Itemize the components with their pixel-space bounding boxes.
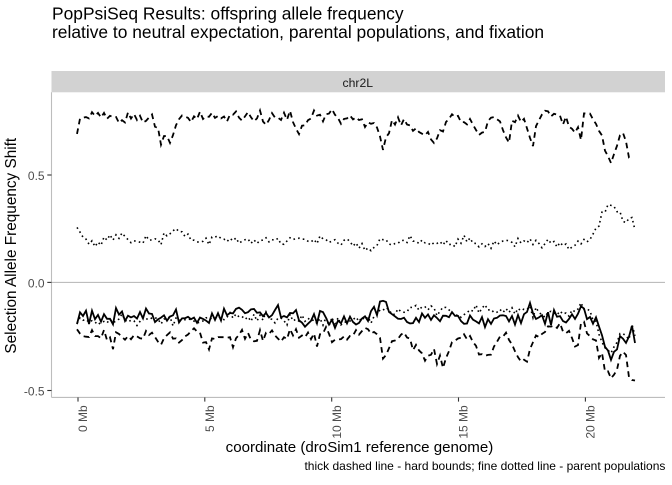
svg-text:20 Mb: 20 Mb <box>584 405 598 439</box>
svg-text:coordinate (droSim1 reference: coordinate (droSim1 reference genome) <box>226 439 494 456</box>
svg-text:5 Mb: 5 Mb <box>203 405 217 432</box>
svg-text:0 Mb: 0 Mb <box>76 405 90 432</box>
svg-text:thick dashed line - hard bound: thick dashed line - hard bounds; fine do… <box>304 459 665 473</box>
svg-text:-0.5: -0.5 <box>24 384 45 398</box>
svg-text:relative to neutral expectatio: relative to neutral expectation, parenta… <box>52 22 544 42</box>
svg-text:10 Mb: 10 Mb <box>330 405 344 439</box>
svg-text:0.0: 0.0 <box>28 276 45 290</box>
svg-text:chr2L: chr2L <box>343 76 374 90</box>
svg-text:0.5: 0.5 <box>28 169 45 183</box>
svg-text:Selection Allele Frequency Shi: Selection Allele Frequency Shift <box>3 137 20 354</box>
svg-text:PopPsiSeq Results: offspring a: PopPsiSeq Results: offspring allele freq… <box>52 3 404 23</box>
svg-text:15 Mb: 15 Mb <box>457 405 471 439</box>
